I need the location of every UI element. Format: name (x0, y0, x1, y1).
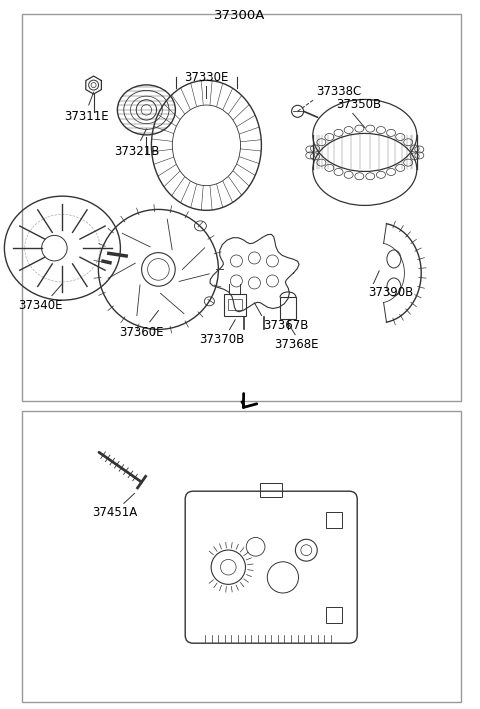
Text: 37311E: 37311E (64, 110, 108, 123)
Text: 37300A: 37300A (214, 9, 266, 21)
Text: 37390B: 37390B (369, 286, 414, 298)
FancyArrowPatch shape (242, 393, 257, 408)
Text: 37330E: 37330E (184, 71, 228, 84)
Bar (280, 297, 296, 320)
Bar (224, 294, 246, 316)
Text: 37367B: 37367B (263, 319, 309, 332)
Bar (22, 14, 461, 401)
Bar (22, 411, 461, 702)
Text: 37350B: 37350B (336, 99, 381, 111)
Bar (326, 512, 342, 527)
Text: 37451A: 37451A (93, 506, 138, 519)
Text: 37370B: 37370B (199, 333, 244, 346)
Bar (326, 607, 342, 623)
Bar (260, 484, 281, 497)
Text: 37338C: 37338C (316, 85, 361, 98)
Bar (228, 299, 242, 310)
Text: 37368E: 37368E (275, 338, 319, 351)
Text: 37360E: 37360E (120, 326, 164, 339)
Text: 37321B: 37321B (114, 145, 159, 157)
Text: 37340E: 37340E (19, 299, 63, 312)
